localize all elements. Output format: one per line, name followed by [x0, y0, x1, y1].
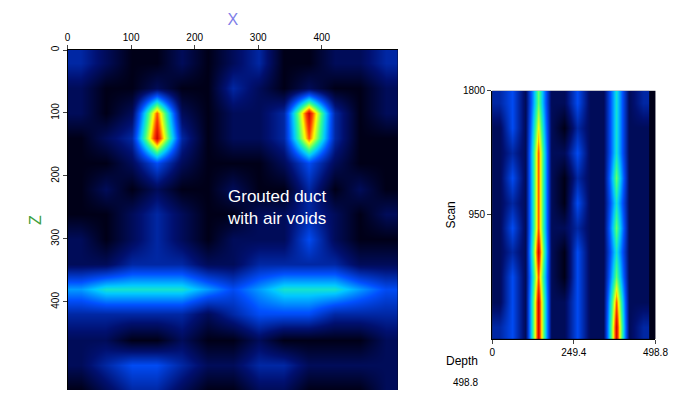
svg-text:100: 100: [50, 103, 61, 120]
svg-text:0: 0: [65, 32, 71, 43]
svg-text:300: 300: [250, 32, 267, 43]
svg-text:200: 200: [50, 166, 61, 183]
svg-text:Depth: Depth: [446, 354, 478, 368]
svg-text:Z: Z: [27, 215, 44, 225]
svg-text:400: 400: [50, 292, 61, 309]
svg-text:200: 200: [186, 32, 203, 43]
svg-text:400: 400: [313, 32, 330, 43]
svg-text:100: 100: [123, 32, 140, 43]
svg-text:249.4: 249.4: [561, 347, 586, 358]
svg-text:498.8: 498.8: [643, 347, 668, 358]
svg-text:498.8: 498.8: [453, 377, 478, 388]
svg-text:1800: 1800: [463, 85, 486, 96]
svg-text:300: 300: [50, 229, 61, 246]
svg-text:Grouted ductwith air voids: Grouted ductwith air voids: [227, 187, 327, 228]
svg-text:950: 950: [468, 209, 485, 220]
svg-text:0: 0: [50, 45, 61, 51]
svg-text:0: 0: [489, 347, 495, 358]
svg-text:Scan: Scan: [444, 201, 458, 228]
svg-text:X: X: [227, 11, 238, 28]
